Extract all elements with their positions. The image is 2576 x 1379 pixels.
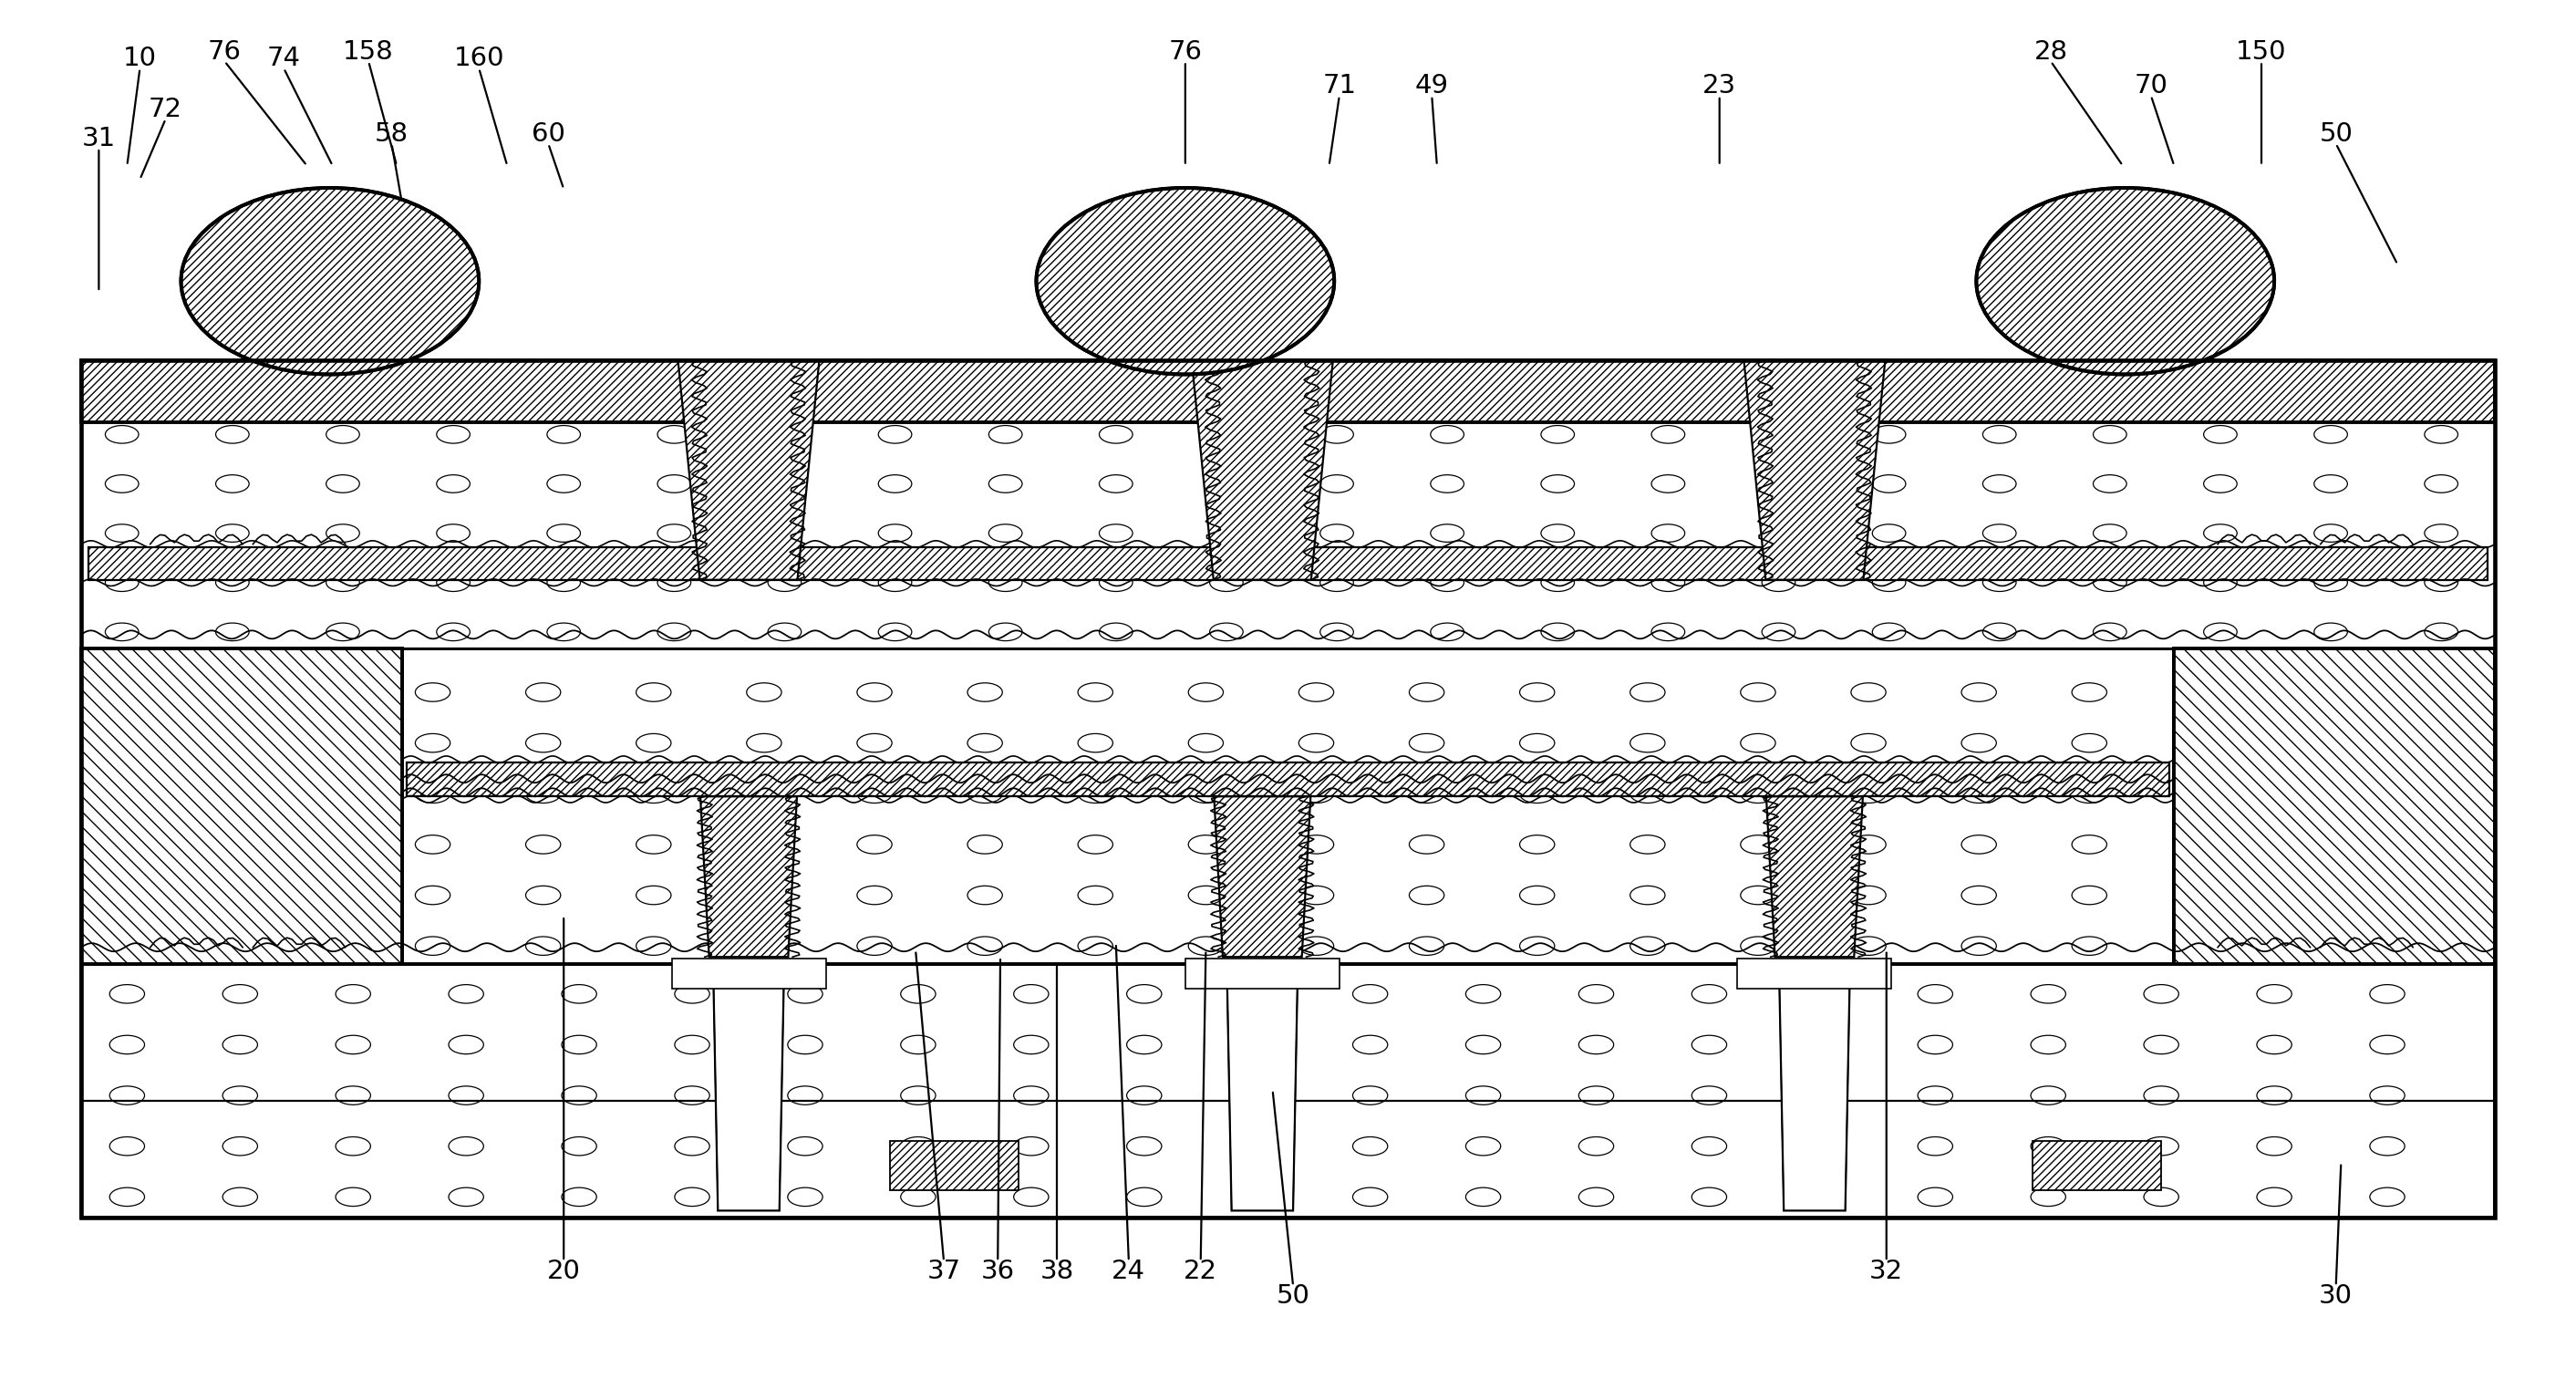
- Text: 32: 32: [1870, 1258, 1904, 1284]
- Polygon shape: [701, 797, 796, 957]
- Bar: [80, 422, 2496, 648]
- Text: 37: 37: [927, 1258, 961, 1284]
- Bar: [88, 547, 2488, 579]
- Bar: [80, 360, 2496, 422]
- Text: 70: 70: [2133, 73, 2169, 99]
- Text: 158: 158: [343, 39, 394, 65]
- Ellipse shape: [180, 188, 479, 374]
- Text: 76: 76: [209, 39, 242, 65]
- Text: 74: 74: [268, 46, 301, 72]
- Bar: [80, 360, 2496, 1218]
- Text: 38: 38: [1041, 1258, 1074, 1284]
- Text: 23: 23: [1703, 73, 1736, 99]
- Text: 160: 160: [453, 46, 505, 72]
- Bar: [1736, 958, 1891, 989]
- Bar: [2032, 1140, 2161, 1190]
- Text: 71: 71: [1321, 73, 1358, 99]
- Bar: [407, 763, 2169, 797]
- Bar: [672, 958, 827, 989]
- Bar: [1185, 958, 1340, 989]
- Text: 24: 24: [1113, 1258, 1146, 1284]
- Text: 30: 30: [2318, 1282, 2352, 1309]
- Text: 150: 150: [2236, 39, 2287, 65]
- Bar: [889, 1140, 1018, 1190]
- Text: 50: 50: [1275, 1282, 1311, 1309]
- Bar: [2174, 648, 2496, 964]
- Polygon shape: [1767, 797, 1862, 957]
- Text: 50: 50: [2318, 121, 2352, 146]
- Ellipse shape: [1036, 188, 1334, 374]
- Polygon shape: [1193, 360, 1332, 579]
- Polygon shape: [1744, 360, 1886, 579]
- Text: 36: 36: [981, 1258, 1015, 1284]
- Polygon shape: [1780, 985, 1850, 1211]
- Polygon shape: [714, 985, 783, 1211]
- Text: 49: 49: [1414, 73, 1448, 99]
- Bar: [80, 648, 402, 964]
- Text: 76: 76: [1170, 39, 1203, 65]
- Text: 58: 58: [374, 121, 410, 146]
- Ellipse shape: [1976, 188, 2275, 374]
- Text: 60: 60: [531, 121, 564, 146]
- Bar: [402, 648, 2174, 964]
- Bar: [80, 964, 2496, 1218]
- Text: 22: 22: [1185, 1258, 1218, 1284]
- Polygon shape: [1213, 797, 1311, 957]
- Text: 72: 72: [149, 97, 183, 123]
- Text: 10: 10: [124, 46, 157, 72]
- Text: 31: 31: [82, 125, 116, 150]
- Text: 20: 20: [546, 1258, 580, 1284]
- Text: 28: 28: [2035, 39, 2069, 65]
- Polygon shape: [677, 360, 819, 579]
- Polygon shape: [1226, 985, 1298, 1211]
